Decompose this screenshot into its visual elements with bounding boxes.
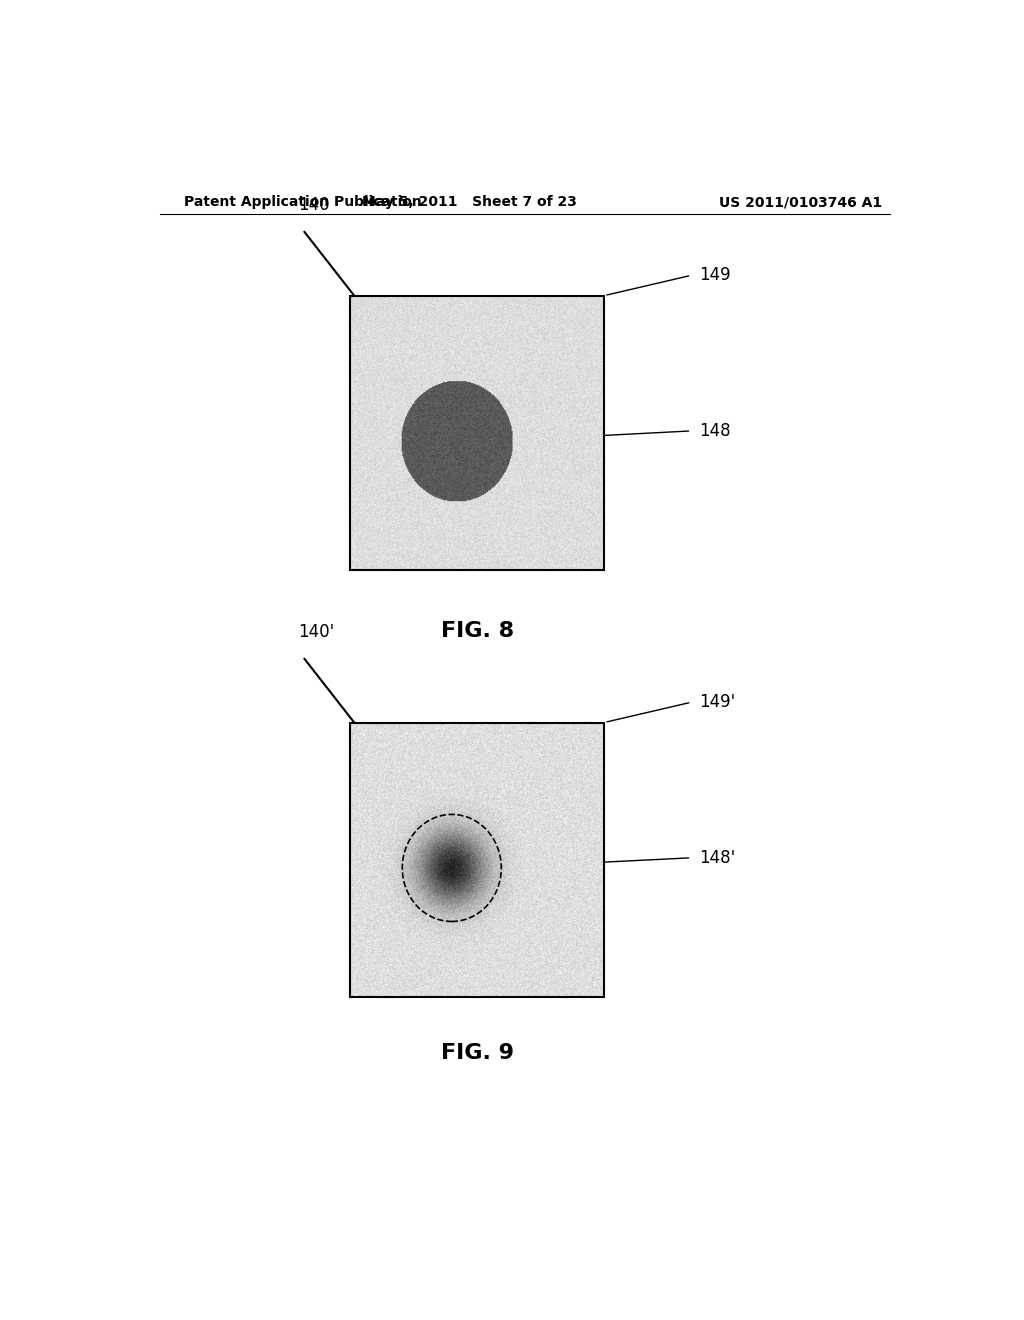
Text: 148': 148' (699, 849, 735, 867)
Text: US 2011/0103746 A1: US 2011/0103746 A1 (719, 195, 882, 209)
Text: FIG. 8: FIG. 8 (440, 620, 514, 642)
Text: May 5, 2011   Sheet 7 of 23: May 5, 2011 Sheet 7 of 23 (361, 195, 577, 209)
Text: 140': 140' (299, 623, 335, 642)
Text: 148: 148 (699, 422, 731, 440)
Text: 149: 149 (699, 267, 731, 284)
Text: 140: 140 (299, 197, 331, 214)
Text: Patent Application Publication: Patent Application Publication (183, 195, 421, 209)
Text: FIG. 9: FIG. 9 (440, 1043, 514, 1063)
Text: 149': 149' (699, 693, 735, 711)
